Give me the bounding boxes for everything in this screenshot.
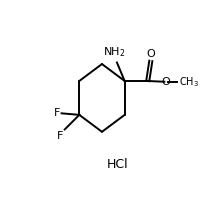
Text: O: O (147, 49, 155, 59)
Text: F: F (54, 108, 60, 118)
Text: HCl: HCl (107, 158, 128, 171)
Text: CH$_3$: CH$_3$ (179, 75, 198, 89)
Text: NH$_2$: NH$_2$ (103, 45, 125, 59)
Text: O: O (162, 77, 171, 87)
Text: F: F (57, 131, 63, 141)
